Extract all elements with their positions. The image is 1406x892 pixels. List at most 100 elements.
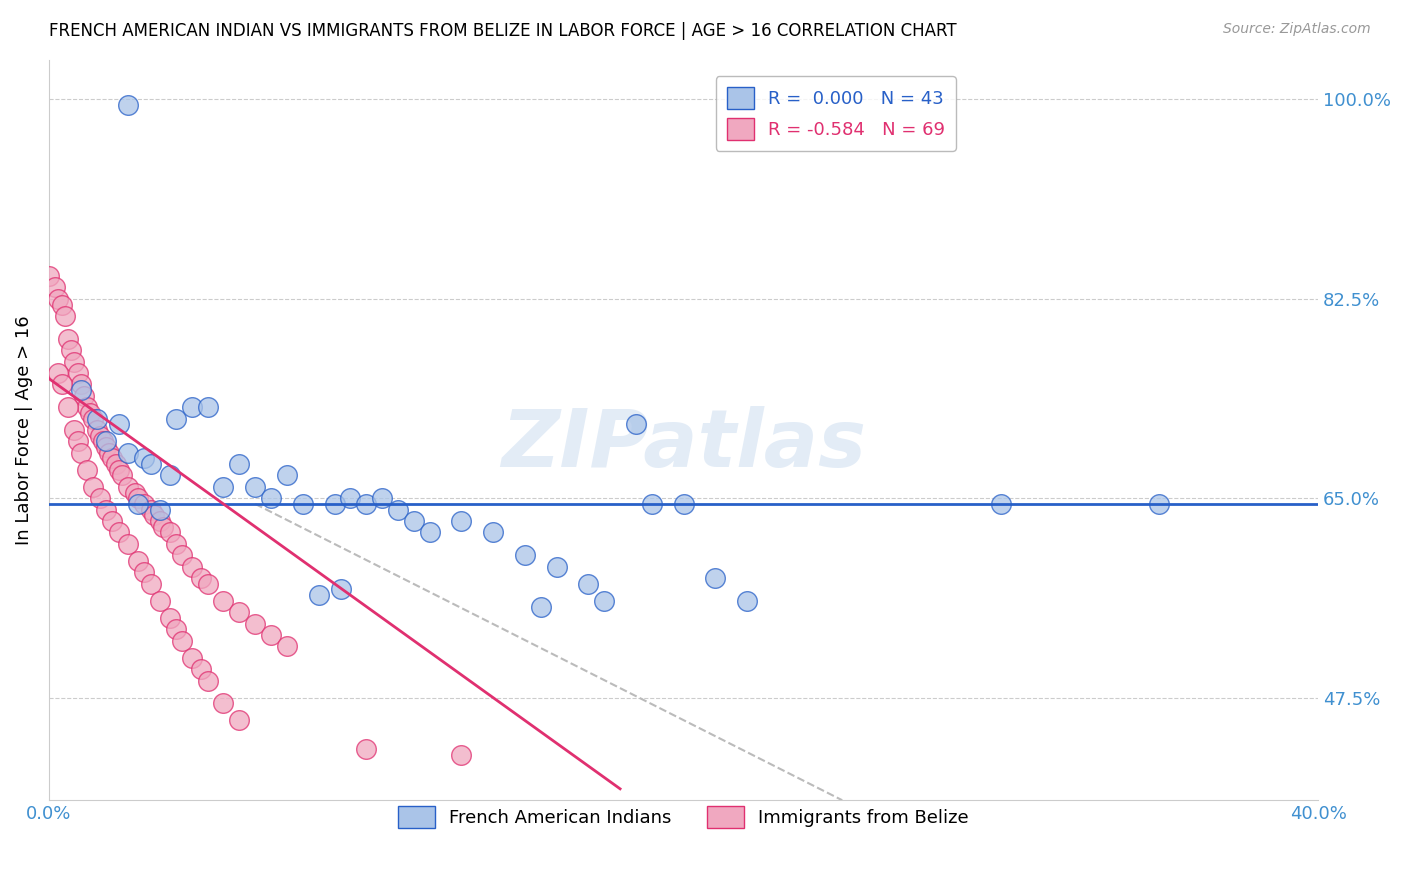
Point	[56, 400, 79, 414]
Point	[159, 611, 181, 625]
Point	[735, 594, 758, 608]
Point	[704, 571, 727, 585]
Point	[149, 502, 172, 516]
Point	[51, 377, 73, 392]
Point	[89, 491, 111, 506]
Point	[134, 497, 156, 511]
Point	[165, 537, 187, 551]
Point	[117, 537, 139, 551]
Point	[76, 463, 98, 477]
Point	[228, 714, 250, 728]
Point	[94, 434, 117, 449]
Point	[107, 463, 129, 477]
Point	[82, 480, 104, 494]
Point	[180, 400, 202, 414]
Point	[323, 497, 346, 511]
Point	[76, 400, 98, 414]
Point	[111, 468, 134, 483]
Point	[73, 389, 96, 403]
Point	[48, 292, 70, 306]
Point	[152, 520, 174, 534]
Point	[48, 366, 70, 380]
Point	[339, 491, 361, 506]
Point	[172, 633, 194, 648]
Point	[245, 480, 267, 494]
Point	[69, 446, 91, 460]
Point	[139, 502, 162, 516]
Point	[513, 548, 536, 562]
Point	[356, 497, 378, 511]
Point	[86, 423, 108, 437]
Point	[139, 576, 162, 591]
Point	[53, 309, 76, 323]
Point	[127, 491, 149, 506]
Point	[308, 588, 330, 602]
Point	[260, 628, 283, 642]
Point	[94, 440, 117, 454]
Point	[419, 525, 441, 540]
Point	[101, 514, 124, 528]
Point	[180, 650, 202, 665]
Point	[60, 343, 83, 358]
Point	[159, 468, 181, 483]
Point	[197, 576, 219, 591]
Text: Source: ZipAtlas.com: Source: ZipAtlas.com	[1223, 22, 1371, 37]
Point	[117, 98, 139, 112]
Point	[107, 525, 129, 540]
Point	[66, 366, 89, 380]
Point	[56, 332, 79, 346]
Point	[228, 605, 250, 619]
Point	[245, 616, 267, 631]
Point	[624, 417, 647, 432]
Point	[371, 491, 394, 506]
Point	[576, 576, 599, 591]
Point	[197, 673, 219, 688]
Point	[1149, 497, 1171, 511]
Point	[165, 411, 187, 425]
Point	[212, 594, 235, 608]
Point	[51, 297, 73, 311]
Point	[482, 525, 505, 540]
Point	[165, 622, 187, 636]
Point	[190, 571, 212, 585]
Point	[276, 640, 298, 654]
Point	[134, 566, 156, 580]
Point	[89, 428, 111, 442]
Point	[276, 468, 298, 483]
Point	[98, 446, 121, 460]
Point	[402, 514, 425, 528]
Point	[86, 411, 108, 425]
Point	[546, 559, 568, 574]
Point	[82, 411, 104, 425]
Point	[180, 559, 202, 574]
Point	[63, 354, 86, 368]
Point	[672, 497, 695, 511]
Point	[990, 497, 1012, 511]
Y-axis label: In Labor Force | Age > 16: In Labor Force | Age > 16	[15, 315, 32, 545]
Point	[124, 485, 146, 500]
Point	[197, 400, 219, 414]
Point	[94, 502, 117, 516]
Point	[66, 434, 89, 449]
Point	[530, 599, 553, 614]
Point	[69, 377, 91, 392]
Point	[91, 434, 114, 449]
Point	[387, 502, 409, 516]
Point	[190, 662, 212, 676]
Point	[212, 480, 235, 494]
Point	[117, 446, 139, 460]
Point	[139, 457, 162, 471]
Point	[44, 280, 66, 294]
Point	[63, 423, 86, 437]
Point	[127, 554, 149, 568]
Point	[69, 383, 91, 397]
Point	[291, 497, 314, 511]
Point	[127, 497, 149, 511]
Text: ZIPatlas: ZIPatlas	[501, 406, 866, 483]
Point	[79, 406, 101, 420]
Point	[641, 497, 664, 511]
Point	[107, 417, 129, 432]
Point	[101, 451, 124, 466]
Point	[228, 457, 250, 471]
Point	[356, 742, 378, 756]
